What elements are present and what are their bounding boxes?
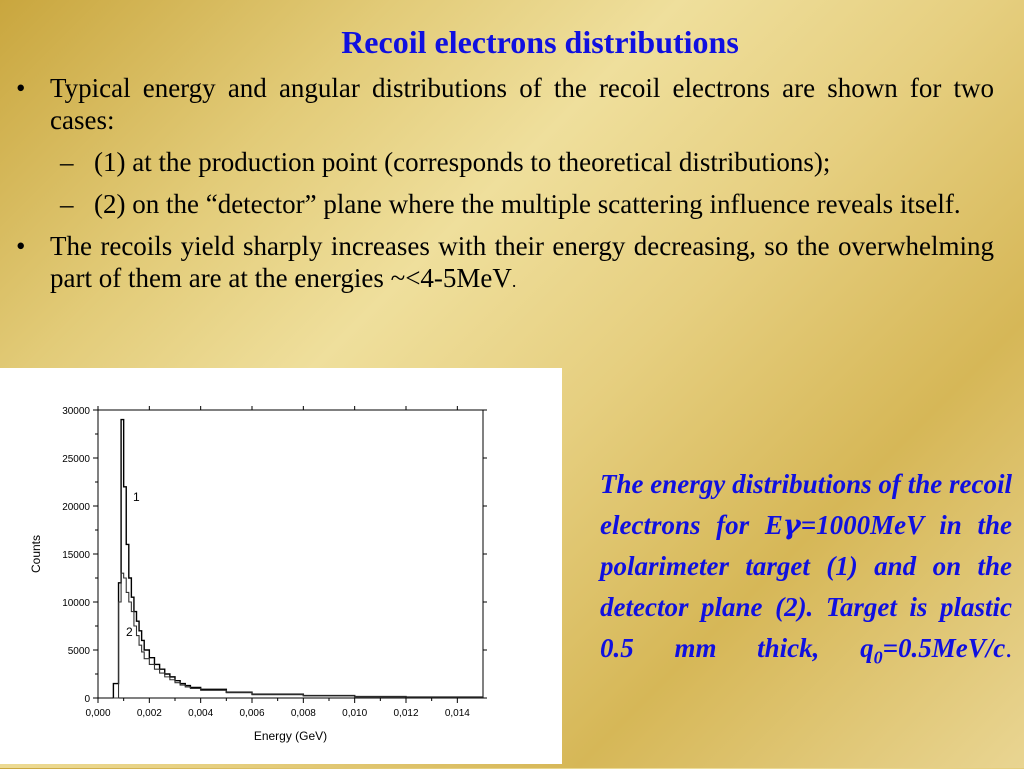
bullet-suffix: . — [511, 271, 517, 291]
bullet-text: Typical energy and angular distributions… — [50, 73, 994, 135]
dash-mark: – — [60, 147, 74, 177]
x-axis-label: Energy (GeV) — [254, 729, 327, 743]
bullet-item: • The recoils yield sharply increases wi… — [16, 230, 994, 297]
bullet-text: (2) on the “detector” plane where the mu… — [94, 189, 961, 219]
x-tick-label: 0,002 — [137, 708, 162, 719]
y-tick-label: 30000 — [62, 406, 90, 417]
caption-subscript: 0 — [873, 647, 883, 668]
x-tick-label: 0,014 — [445, 708, 470, 719]
y-tick-label: 5000 — [68, 646, 91, 657]
y-tick-label: 15000 — [62, 550, 90, 561]
x-tick-label: 0,010 — [342, 708, 367, 719]
series-line-1 — [112, 418, 483, 698]
bullet-text: (1) at the production point (corresponds… — [94, 147, 831, 177]
x-tick-label: 0,004 — [188, 708, 213, 719]
y-tick-label: 0 — [84, 694, 90, 705]
plot-frame — [97, 409, 484, 699]
x-tick-label: 0,000 — [85, 708, 110, 719]
y-tick-label: 25000 — [62, 454, 90, 465]
y-axis-label: Counts — [29, 535, 43, 573]
caption-end: . — [1005, 633, 1012, 663]
caption-part1: The energy distributions of the recoil e… — [600, 469, 1012, 540]
gamma-symbol: γ — [782, 510, 801, 541]
bullet-text: The recoils yield sharply increases with… — [50, 231, 994, 293]
dash-mark: – — [60, 189, 74, 219]
series-label-2: 2 — [126, 625, 133, 639]
y-tick-label: 10000 — [62, 598, 90, 609]
slide-title: Recoil electrons distributions — [341, 24, 739, 60]
y-tick-label: 20000 — [62, 502, 90, 513]
x-tick-label: 0,006 — [239, 708, 264, 719]
x-tick-label: 0,012 — [393, 708, 418, 719]
x-tick-label: 0,008 — [291, 708, 316, 719]
bullet-mark: • — [16, 231, 26, 261]
chart-panel: 0,000 0,002 0,004 0,006 0,008 0,010 0,012 0,014… — [0, 368, 562, 764]
sub-bullet-item: – (1) at the production point (correspon… — [16, 146, 994, 178]
bullet-mark: • — [16, 73, 26, 103]
figure-caption: The energy distributions of the recoil e… — [600, 464, 1012, 678]
caption-part2: =1000MeV in the polarimeter target (1) a… — [600, 510, 1012, 663]
sub-bullet-item: – (2) on the “detector” plane where the … — [16, 188, 994, 220]
series-line-2 — [113, 572, 483, 699]
series-label-1: 1 — [133, 490, 140, 504]
energy-distribution-chart: 0,000 0,002 0,004 0,006 0,008 0,010 0,012 0,014… — [29, 406, 487, 743]
bullet-item: • Typical energy and angular distributio… — [16, 72, 994, 136]
caption-part3: =0.5MeV/c — [882, 633, 1006, 663]
bullet-list: • Typical energy and angular distributio… — [16, 72, 994, 307]
